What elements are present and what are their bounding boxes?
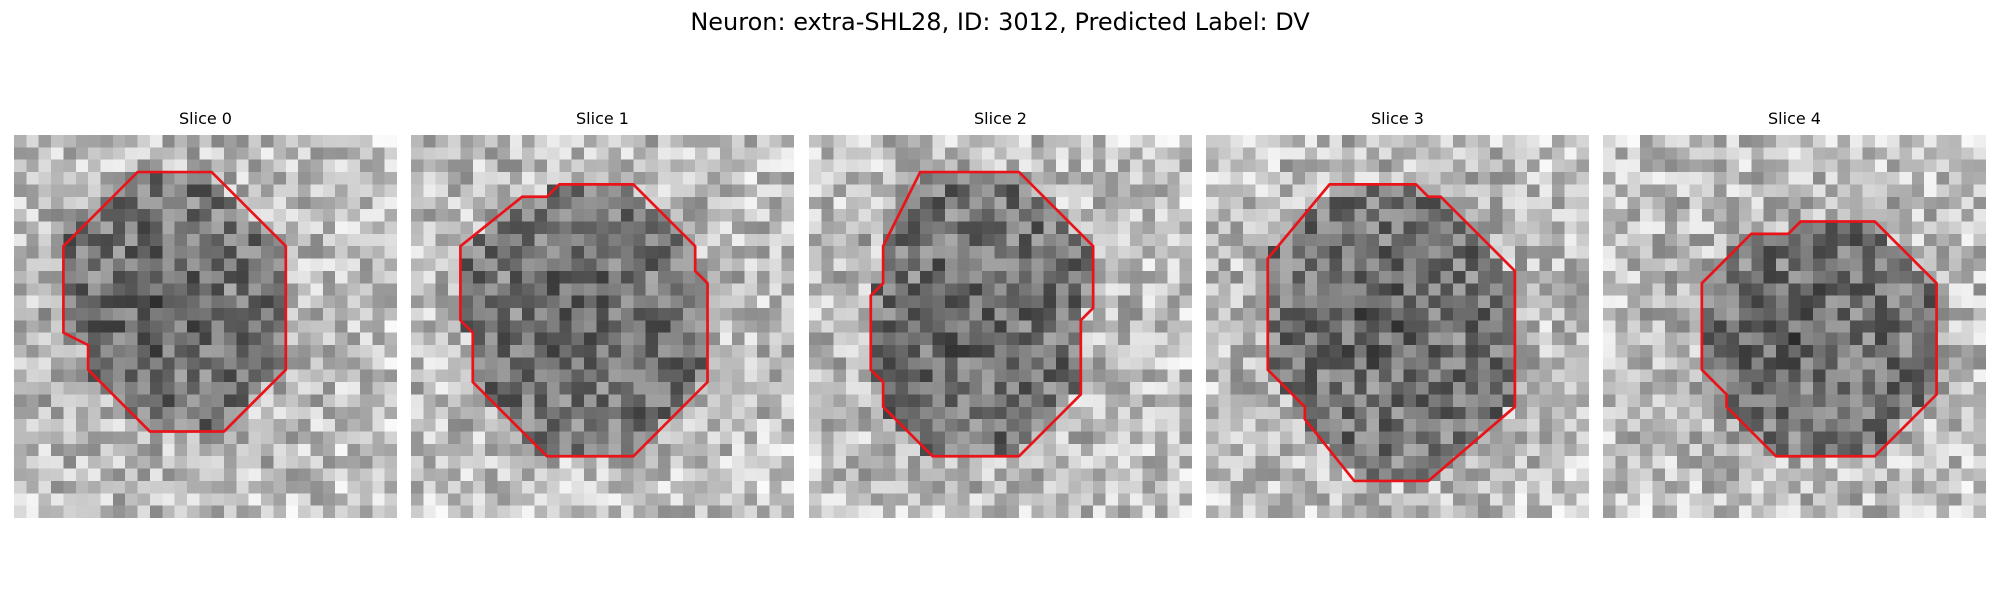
pixel-grid	[1206, 135, 1589, 518]
slice-panel-1: Slice 1	[411, 108, 794, 520]
slice-title: Slice 2	[974, 109, 1027, 128]
slice-image-1	[411, 135, 794, 518]
slice-image-0	[14, 135, 397, 518]
pixel-grid	[1603, 135, 1986, 518]
slice-image-2	[809, 135, 1192, 518]
roi-contour	[869, 170, 1095, 458]
slice-image-3	[1206, 135, 1589, 518]
slice-panel-4: Slice 4	[1603, 108, 1986, 520]
slice-panel-3: Slice 3	[1206, 108, 1589, 520]
figure-title: Neuron: extra-SHL28, ID: 3012, Predicted…	[690, 8, 1310, 36]
pixel-grid	[411, 135, 794, 518]
slice-title: Slice 4	[1768, 109, 1821, 128]
slice-image-4	[1603, 135, 1986, 518]
roi-contour	[1700, 220, 1938, 458]
pixel-grid	[14, 135, 397, 518]
slice-title: Slice 1	[576, 109, 629, 128]
slice-title: Slice 3	[1371, 109, 1424, 128]
roi-contour	[459, 183, 709, 458]
pixel-grid	[809, 135, 1192, 518]
roi-contour	[62, 170, 288, 433]
slice-panel-2: Slice 2	[809, 108, 1192, 520]
roi-contour	[1266, 183, 1517, 483]
slice-panel-0: Slice 0	[14, 108, 397, 520]
slice-title: Slice 0	[179, 109, 232, 128]
